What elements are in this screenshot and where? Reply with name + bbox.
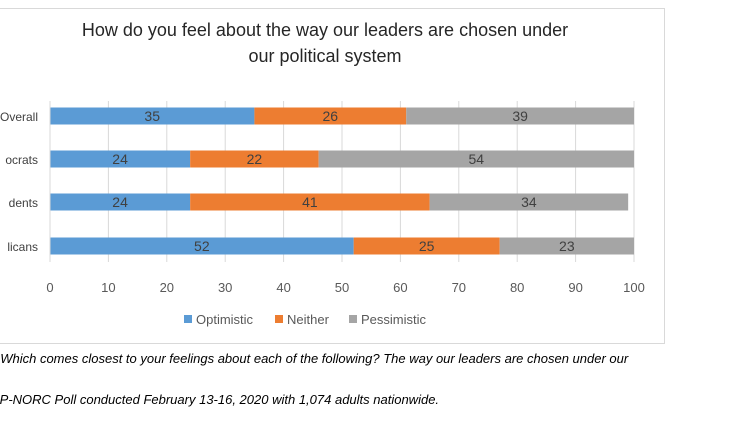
data-label: 54 [469, 151, 485, 167]
x-tick-label: 70 [452, 280, 466, 295]
bar-segment [254, 107, 407, 125]
data-label: 41 [302, 194, 318, 210]
x-tick-label: 30 [218, 280, 232, 295]
bar-segment [318, 150, 634, 168]
x-tick-label: 10 [101, 280, 115, 295]
legend-label: Neither [287, 312, 330, 327]
legend-swatch [184, 315, 192, 323]
data-label: 23 [559, 238, 575, 254]
x-tick-label: 40 [276, 280, 290, 295]
bar-segment [406, 107, 634, 125]
bar-segment [190, 193, 430, 211]
data-label: 26 [323, 108, 339, 124]
data-label: 24 [112, 151, 128, 167]
x-tick-label: 60 [393, 280, 407, 295]
data-label: 25 [419, 238, 435, 254]
x-tick-label: 90 [568, 280, 582, 295]
legend-swatch [275, 315, 283, 323]
bar-segment [499, 237, 634, 255]
x-tick-label: 20 [160, 280, 174, 295]
footnote-source: AP-NORC Poll conducted February 13-16, 2… [0, 392, 440, 407]
category-label: licans [7, 240, 38, 254]
legend-swatch [349, 315, 357, 323]
bar-segment [353, 237, 500, 255]
bar-segment [50, 150, 191, 168]
footnote-question: : Which comes closest to your feelings a… [0, 351, 629, 366]
x-tick-label: 80 [510, 280, 524, 295]
bar-segment [50, 237, 354, 255]
bar-segment [50, 193, 191, 211]
data-label: 35 [144, 108, 160, 124]
category-label: ocrats [5, 153, 38, 167]
data-label: 39 [512, 108, 528, 124]
chart-frame [0, 8, 665, 344]
data-label: 34 [521, 194, 537, 210]
bar-segment [429, 193, 629, 211]
category-label: dents [9, 196, 38, 210]
x-tick-label: 50 [335, 280, 349, 295]
x-tick-label: 100 [623, 280, 645, 295]
bar-segment [50, 107, 255, 125]
bar-segment [190, 150, 319, 168]
legend-label: Pessimistic [361, 312, 427, 327]
legend-label: Optimistic [196, 312, 254, 327]
chart-title-line: How do you feel about the way our leader… [82, 20, 568, 40]
chart-title-line: our political system [248, 46, 401, 66]
category-label: Overall [0, 110, 38, 124]
data-label: 52 [194, 238, 210, 254]
x-tick-label: 0 [46, 280, 53, 295]
data-label: 22 [247, 151, 263, 167]
data-label: 24 [112, 194, 128, 210]
